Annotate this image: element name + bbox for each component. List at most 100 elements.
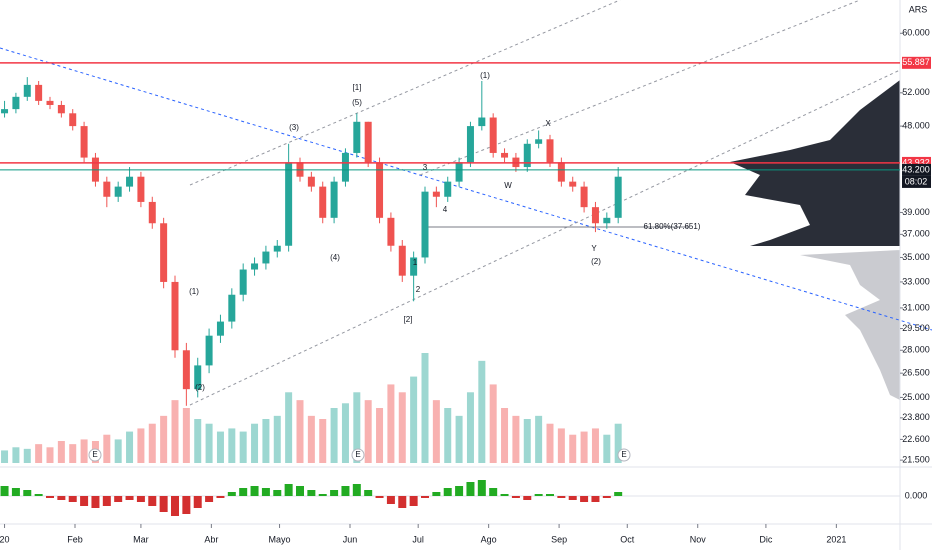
volume-bar	[137, 428, 145, 463]
macd-bar	[546, 494, 554, 496]
countdown-box	[902, 175, 931, 188]
volume-bar	[216, 431, 224, 463]
x-tick-label: Feb	[67, 534, 83, 544]
candle-body	[216, 321, 224, 336]
volume-bar	[148, 423, 156, 463]
macd-bar	[91, 496, 100, 508]
y-tick-label: 37.000	[902, 229, 930, 239]
macd-bar	[296, 486, 304, 496]
annotation: (5)	[352, 98, 362, 107]
x-tick-label: Oct	[620, 534, 635, 544]
macd-bar	[568, 496, 577, 500]
macd-bar	[534, 494, 543, 496]
annotation: (1)	[189, 287, 199, 296]
macd-bar	[307, 490, 316, 496]
macd-bar	[398, 496, 407, 508]
volume-bar	[523, 419, 531, 463]
candle-body	[376, 162, 384, 218]
candle-body	[546, 139, 554, 163]
candle-body	[478, 117, 486, 127]
macd-bar	[261, 488, 270, 496]
y-tick-label: 21.500	[902, 455, 930, 465]
candle-body	[160, 223, 168, 282]
macd-bar	[477, 480, 486, 496]
annotation: Y	[591, 244, 597, 253]
volume-bar	[455, 415, 463, 463]
x-tick-label: Ago	[481, 534, 497, 544]
volume-bar	[376, 408, 384, 463]
annotation: E	[355, 450, 360, 459]
candle-body	[126, 176, 134, 187]
volume-bar	[478, 360, 486, 463]
y-tick-label: 22.600	[902, 434, 930, 444]
volume-bar	[410, 376, 418, 463]
volume-bar	[398, 392, 406, 463]
annotation: (1)	[480, 71, 490, 80]
macd-bar	[205, 496, 214, 502]
annotation: [2]	[404, 315, 413, 324]
macd-bar	[602, 496, 611, 498]
macd-bar	[250, 486, 259, 496]
volume-bar	[580, 431, 588, 463]
volume-bar	[12, 447, 20, 463]
macd-bar	[148, 496, 157, 506]
volume-bar	[501, 408, 509, 463]
y-tick-label: 28.000	[902, 345, 930, 355]
volume-bar	[194, 419, 202, 463]
price-level-box	[902, 56, 931, 69]
macd-bar	[455, 486, 464, 496]
volume-bar	[319, 419, 327, 463]
candle-body	[557, 162, 565, 182]
candle-body	[171, 281, 179, 351]
candle-body	[1, 109, 9, 114]
x-tick-label: Sep	[551, 534, 567, 544]
volume-bar	[466, 392, 474, 463]
candle-body	[535, 139, 543, 144]
volume-bar	[103, 434, 111, 463]
candle-body	[285, 162, 293, 246]
candle-body	[239, 269, 247, 295]
macd-bar	[80, 496, 89, 506]
candle-body	[580, 186, 588, 208]
price-level-label: 43.200	[902, 164, 930, 174]
annotation: (4)	[330, 253, 340, 262]
candle-body	[410, 257, 418, 276]
x-tick-label: Jun	[343, 534, 358, 544]
macd-bar	[557, 496, 566, 498]
macd-bar	[171, 496, 179, 516]
volume-bar	[239, 431, 247, 463]
candle-body	[69, 113, 77, 127]
macd-bar	[614, 492, 623, 496]
volume-bar	[614, 423, 622, 463]
candle-body	[569, 181, 577, 187]
volume-bar	[1, 450, 9, 463]
candle-body	[35, 84, 43, 101]
annotation: X	[545, 119, 551, 128]
macd-bar	[364, 490, 373, 496]
annotation: E	[92, 450, 97, 459]
macd-bar	[125, 496, 134, 500]
candle-body	[148, 201, 156, 224]
macd-bar	[591, 496, 600, 502]
candle-body	[341, 152, 349, 182]
y-tick-label: 29.500	[902, 323, 930, 333]
macd-bar	[500, 494, 509, 496]
macd-bar	[273, 490, 282, 496]
macd-bar	[580, 496, 589, 502]
candle-body	[307, 176, 315, 187]
volume-bar	[557, 428, 565, 463]
macd-bar	[68, 496, 77, 502]
candle-body	[80, 126, 88, 158]
macd-bar	[432, 492, 441, 496]
y-tick-label: 23.800	[902, 412, 930, 422]
volume-bar	[228, 428, 236, 463]
macd-bar	[409, 496, 418, 506]
macd-bar	[114, 496, 123, 502]
volume-bar	[262, 419, 270, 463]
profile-cold	[800, 80, 900, 400]
annotation: 4	[443, 205, 448, 214]
y-tick-label: 60.000	[902, 28, 930, 38]
volume-bar	[296, 400, 304, 463]
volume-bar	[114, 439, 122, 463]
candle-body	[114, 186, 122, 197]
